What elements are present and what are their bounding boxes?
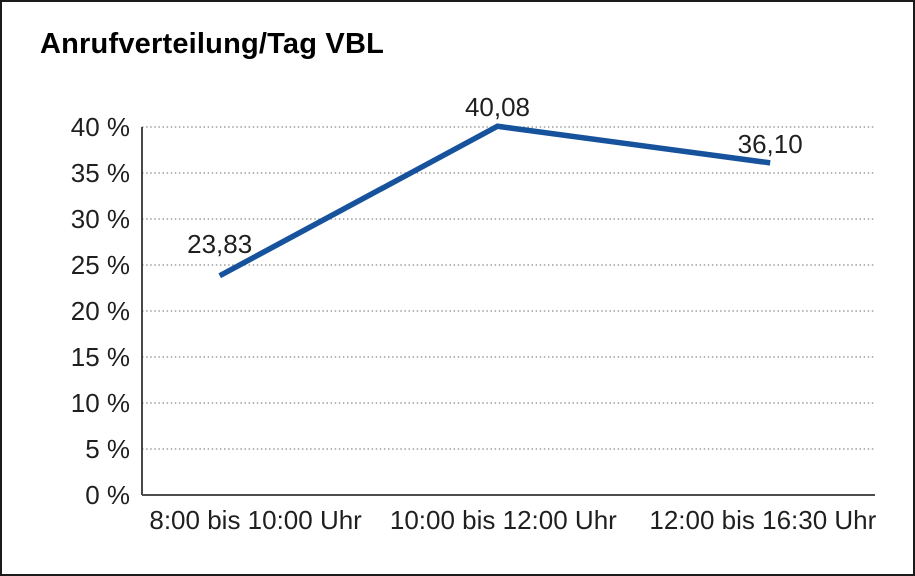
y-axis-tick-label: 20 %	[70, 296, 130, 326]
y-axis-tick-label: 10 %	[70, 388, 130, 418]
data-point-label: 23,83	[187, 228, 253, 259]
x-axis-category-label: 8:00 bis 10:00 Uhr	[149, 505, 362, 535]
y-axis-tick-label: 30 %	[70, 204, 130, 234]
y-axis-tick-label: 15 %	[70, 342, 130, 372]
data-line-series	[218, 123, 771, 279]
chart-title: Anrufverteilung/Tag VBL	[40, 28, 385, 60]
data-point-label: 40,08	[464, 92, 531, 123]
y-axis-tick-label: 40 %	[70, 112, 130, 142]
y-axis-tick-label: 35 %	[70, 158, 130, 188]
x-axis-category-label: 10:00 bis 12:00 Uhr	[389, 505, 617, 535]
y-axis-tick-label: 5 %	[85, 434, 130, 464]
y-axis-tick-label: 25 %	[70, 250, 130, 280]
y-axis-tick-label: 0 %	[85, 480, 130, 510]
x-axis-category-label: 12:00 bis 16:30 Uhr	[649, 505, 877, 535]
data-point-label: 36,10	[737, 128, 803, 159]
